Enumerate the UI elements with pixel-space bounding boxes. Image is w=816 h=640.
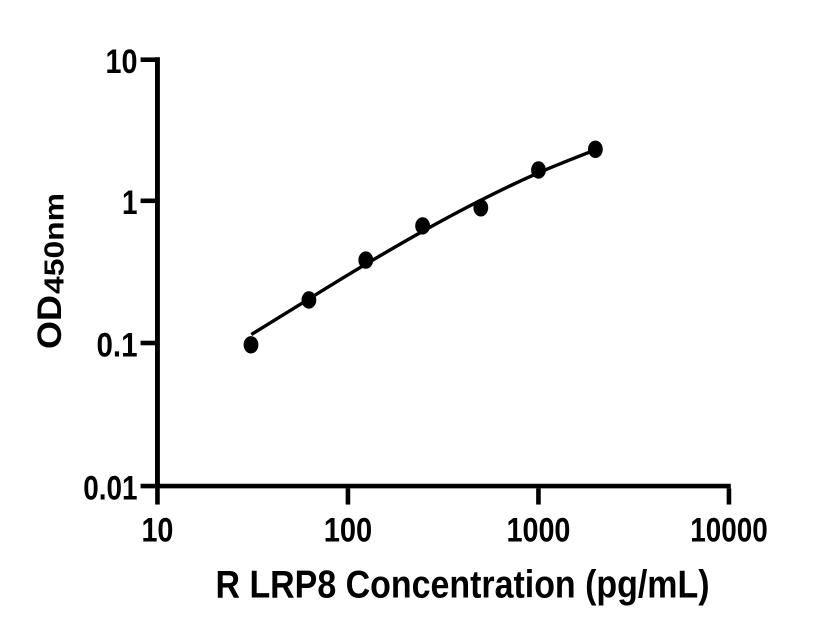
svg-text:0.1: 0.1 [97,326,138,364]
svg-text:0.01: 0.01 [83,469,137,507]
svg-text:OD: OD [31,295,69,349]
svg-text:450nm: 450nm [39,193,70,294]
svg-text:10000: 10000 [690,512,768,550]
svg-text:1: 1 [122,184,138,222]
svg-text:10: 10 [141,512,173,550]
svg-text:R LRP8 Concentration (pg/mL): R LRP8 Concentration (pg/mL) [216,564,710,607]
svg-text:100: 100 [324,512,373,550]
svg-text:10: 10 [106,43,138,81]
svg-text:1000: 1000 [506,512,570,550]
